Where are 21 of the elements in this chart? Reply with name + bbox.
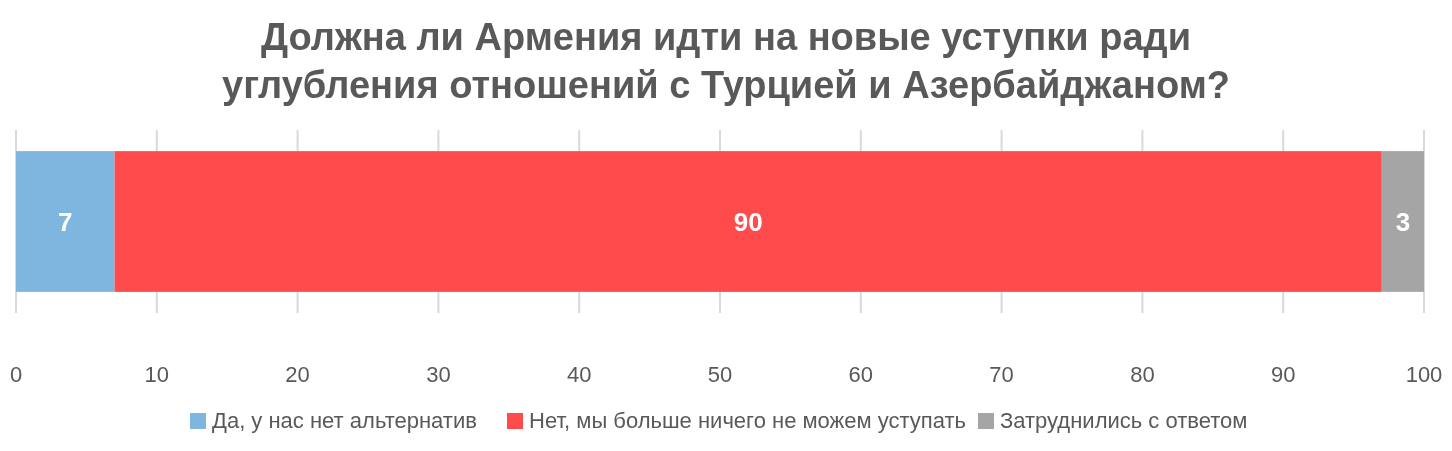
data-label: 3 — [1395, 206, 1411, 237]
x-tick-label: 70 — [989, 362, 1014, 387]
legend-label: Нет, мы больше ничего не можем уступать — [529, 408, 967, 433]
x-tick-label: 0 — [9, 362, 23, 387]
legend-label: Затруднились с ответом — [1000, 408, 1248, 433]
x-tick-label: 20 — [285, 362, 310, 387]
x-tick-label: 90 — [1270, 362, 1296, 387]
data-label: 90 — [733, 206, 763, 237]
x-tick-label: 10 — [144, 362, 170, 387]
bar — [114, 151, 1382, 292]
x-tick-label: 100 — [1405, 362, 1443, 387]
legend-label: Да, у нас нет альтернатив — [212, 408, 477, 433]
x-tick-label: 80 — [1130, 362, 1155, 387]
x-tick-label: 60 — [848, 362, 874, 387]
chart-title: Должна ли Армения идти на новые уступки ради углубления отношений с Турцией и Азербайджаном? — [222, 16, 1230, 106]
data-label: 7 — [58, 206, 73, 237]
bar — [16, 151, 115, 292]
x-tick-label: 30 — [426, 362, 451, 387]
bar — [1381, 151, 1424, 292]
x-tick-label: 50 — [707, 362, 733, 387]
x-tick-label: 40 — [566, 362, 592, 387]
